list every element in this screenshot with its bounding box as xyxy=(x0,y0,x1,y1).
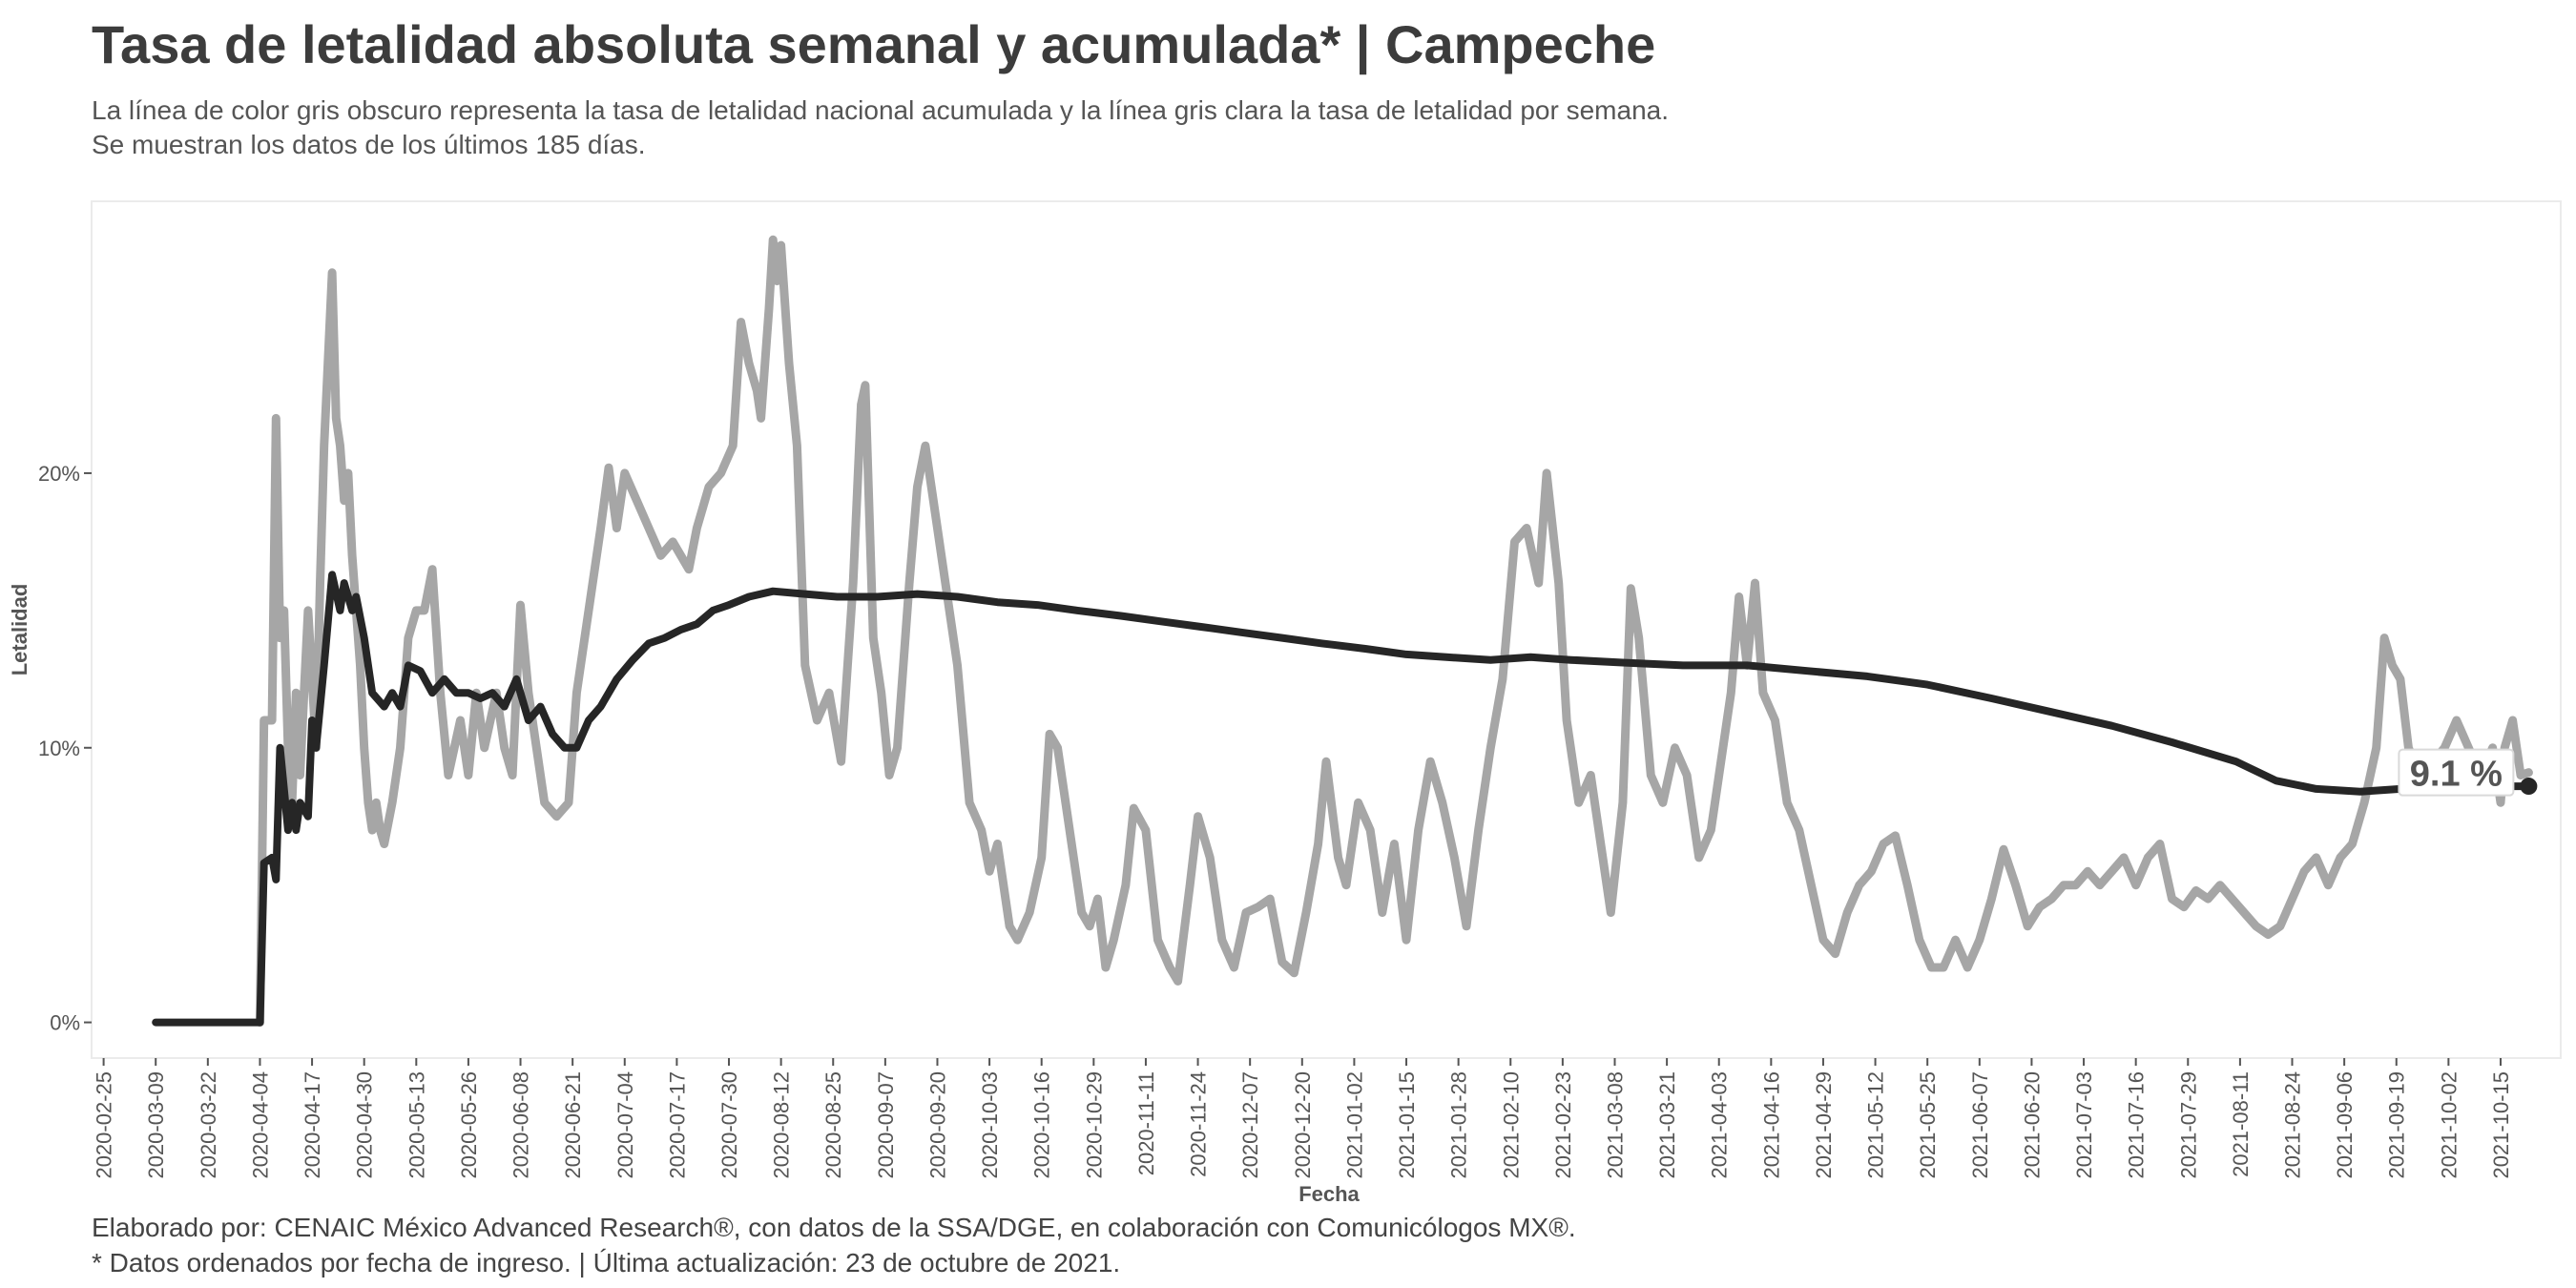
x-tick-label: 2021-03-08 xyxy=(1603,1071,1627,1179)
x-tick-label: 2021-07-03 xyxy=(2072,1071,2096,1179)
x-tick-label: 2021-01-28 xyxy=(1447,1071,1471,1179)
x-tick-label: 2021-01-15 xyxy=(1395,1071,1419,1179)
x-tick-label: 2021-06-07 xyxy=(1968,1071,1992,1179)
x-tick-label: 2021-10-15 xyxy=(2489,1071,2513,1179)
x-tick-label: 2020-05-13 xyxy=(405,1071,428,1179)
x-tick-label: 2021-08-24 xyxy=(2281,1071,2305,1179)
x-tick-label: 2020-03-09 xyxy=(144,1071,168,1179)
x-axis: 2020-02-25 2020-03-09 2020-03-22 2020-04-04… xyxy=(93,1058,2513,1179)
x-tick-label: 2021-04-29 xyxy=(1812,1071,1836,1179)
x-tick-label: 2020-04-30 xyxy=(353,1071,377,1179)
x-tick-label: 2021-04-16 xyxy=(1759,1071,1783,1179)
x-tick-label: 2020-07-04 xyxy=(613,1071,637,1179)
weekly-series-line xyxy=(256,235,2533,1028)
x-tick-label: 2020-11-11 xyxy=(1134,1071,1158,1175)
x-tick-label: 2020-09-07 xyxy=(874,1071,898,1179)
x-tick-label: 2021-01-02 xyxy=(1342,1071,1366,1179)
caption-line-2: * Datos ordenados por fecha de ingreso. … xyxy=(92,1248,1121,1278)
x-tick-label: 2020-11-24 xyxy=(1187,1071,1211,1177)
x-tick-label: 2020-09-20 xyxy=(925,1071,949,1179)
x-tick-label: 2021-08-11 xyxy=(2229,1071,2253,1177)
x-tick-label: 2020-07-30 xyxy=(717,1071,741,1179)
x-tick-label: 2020-08-12 xyxy=(770,1071,794,1179)
x-tick-label: 2020-12-07 xyxy=(1238,1071,1262,1179)
y-tick-label: 10% xyxy=(38,737,80,760)
y-axis: 0% 10% 20% xyxy=(38,462,92,1035)
chart-caption: Elaborado por: CENAIC México Advanced Re… xyxy=(92,1210,1576,1280)
x-tick-label: 2021-09-06 xyxy=(2333,1071,2357,1179)
caption-line-1: Elaborado por: CENAIC México Advanced Re… xyxy=(92,1213,1576,1242)
x-tick-label: 2021-06-20 xyxy=(2020,1071,2044,1179)
y-tick-label: 20% xyxy=(38,462,80,486)
x-tick-label: 2020-06-08 xyxy=(509,1071,533,1179)
x-tick-label: 2021-07-16 xyxy=(2125,1071,2149,1179)
chart-subtitle: La línea de color gris obscuro represent… xyxy=(92,93,1669,162)
x-tick-label: 2020-07-17 xyxy=(665,1071,689,1179)
x-tick-label: 2020-04-04 xyxy=(248,1071,272,1179)
x-tick-label: 2021-07-29 xyxy=(2176,1071,2200,1179)
subtitle-line-1: La línea de color gris obscuro represent… xyxy=(92,95,1669,125)
x-tick-label: 2021-02-23 xyxy=(1551,1071,1575,1179)
y-tick-label: 0% xyxy=(50,1011,80,1035)
cumulative-series-line xyxy=(152,571,2533,1027)
end-value-label: 9.1 % xyxy=(2410,755,2503,795)
end-label-box xyxy=(2398,748,2515,797)
x-tick-label: 2020-06-21 xyxy=(561,1071,585,1179)
x-axis-title: Fecha xyxy=(1298,1182,1360,1206)
y-axis-title: Letalidad xyxy=(8,584,31,676)
x-tick-label: 2021-10-02 xyxy=(2437,1071,2461,1179)
x-tick-label: 2020-12-20 xyxy=(1291,1071,1315,1179)
x-tick-label: 2021-05-25 xyxy=(1916,1071,1940,1179)
x-tick-label: 2020-10-16 xyxy=(1030,1071,1054,1179)
x-tick-label: 2021-04-03 xyxy=(1708,1071,1732,1179)
x-tick-label: 2020-03-22 xyxy=(197,1071,220,1179)
x-tick-label: 2020-08-25 xyxy=(821,1071,845,1179)
x-tick-label: 2021-09-19 xyxy=(2385,1071,2409,1179)
chart-title: Tasa de letalidad absoluta semanal y acu… xyxy=(92,14,1656,74)
x-tick-label: 2020-10-29 xyxy=(1082,1071,1106,1179)
plot-panel xyxy=(91,200,2562,1059)
x-tick-label: 2021-05-12 xyxy=(1864,1071,1888,1179)
x-tick-label: 2020-04-17 xyxy=(301,1071,324,1179)
series-lines: 9.1 % xyxy=(152,235,2538,1028)
x-tick-label: 2021-03-21 xyxy=(1655,1071,1679,1179)
x-tick-label: 2020-10-03 xyxy=(978,1071,1002,1179)
x-tick-label: 2021-02-10 xyxy=(1499,1071,1523,1179)
x-tick-label: 2020-05-26 xyxy=(457,1071,481,1179)
subtitle-line-2: Se muestran los datos de los últimos 185… xyxy=(92,130,646,159)
cumulative-end-point xyxy=(2520,778,2538,796)
x-tick-label: 2020-02-25 xyxy=(93,1071,116,1179)
